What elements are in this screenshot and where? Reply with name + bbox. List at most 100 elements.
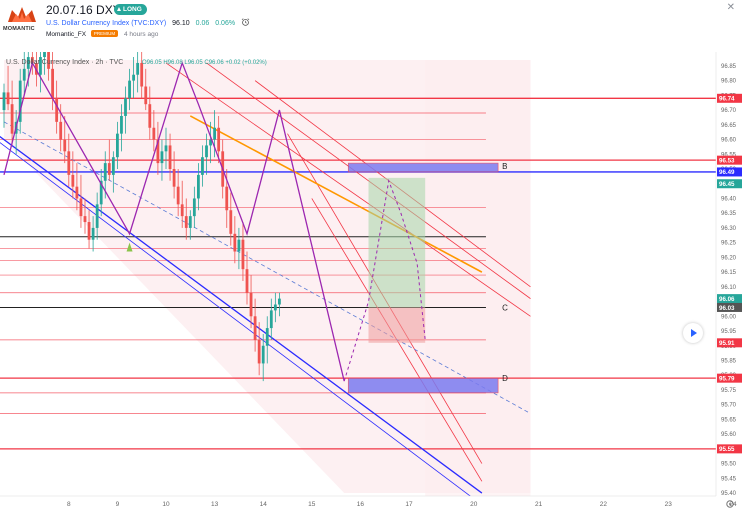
last-price: 96.10 xyxy=(172,20,190,27)
candle-body xyxy=(257,339,261,364)
y-tick-label: 96.10 xyxy=(721,285,737,291)
y-tick-label: 95.50 xyxy=(721,462,737,468)
candle-body xyxy=(120,115,123,134)
y-tick-label: 96.30 xyxy=(721,226,737,232)
author-name[interactable]: Momantic_FX xyxy=(46,31,87,38)
candle-body xyxy=(30,57,34,63)
candle-body xyxy=(87,222,91,240)
y-tick-label: 95.95 xyxy=(721,329,737,335)
y-tick-label: 96.85 xyxy=(721,64,737,70)
candle-body xyxy=(217,127,221,152)
y-tick-label: 95.85 xyxy=(721,358,737,364)
momantic-logo[interactable]: MOMANTIC xyxy=(2,4,42,32)
candles-layer xyxy=(2,36,281,382)
price-tag-label: 96.03 xyxy=(719,305,735,312)
wave-label: B xyxy=(502,162,507,171)
x-tick-label: 17 xyxy=(405,501,413,508)
candle-body xyxy=(229,210,233,234)
price-chart[interactable]: BCD 96.8596.8096.7596.7096.6596.6096.559… xyxy=(0,36,743,512)
candle-body xyxy=(67,151,71,175)
legend-ohlc: O96.05 H96.08 L96.05 C96.06 +0.02 (+0.02… xyxy=(142,60,267,66)
x-tick-label: 20 xyxy=(470,501,478,508)
legend-symbol: U.S. Dollar Currency Index · 2h · TVC xyxy=(6,59,123,66)
y-tick-label: 96.20 xyxy=(721,255,737,261)
symbol-link[interactable]: U.S. Dollar Currency Index (TVC:DXY) xyxy=(46,20,167,27)
candle-body xyxy=(269,310,273,329)
crown-icon xyxy=(8,7,36,22)
stop-zone xyxy=(368,307,426,343)
gear-icon[interactable] xyxy=(726,500,734,508)
candle-body xyxy=(136,62,140,75)
candle-body xyxy=(213,127,216,140)
price-tag-label: 95.79 xyxy=(719,375,735,382)
candle-body xyxy=(180,204,184,217)
price-tag xyxy=(717,179,742,189)
y-tick-label: 96.25 xyxy=(721,241,737,247)
price-change-percent: 0.06% xyxy=(215,20,236,27)
trend-line xyxy=(189,115,483,273)
price-tag xyxy=(717,294,742,304)
idea-title: 20.07.16 DXY xyxy=(46,3,121,17)
candle-body xyxy=(26,57,30,69)
candle-body xyxy=(111,157,115,175)
y-tick-label: 96.40 xyxy=(721,196,737,202)
candle-body xyxy=(128,80,131,99)
price-tag xyxy=(717,302,742,312)
publish-time: 4 hours ago xyxy=(123,31,159,38)
y-tick-label: 96.55 xyxy=(721,152,737,158)
x-tick-label: 21 xyxy=(535,501,543,508)
y-tick-label: 96.35 xyxy=(721,211,737,217)
candle-body xyxy=(160,151,164,164)
candle-body xyxy=(188,216,192,228)
price-tag xyxy=(717,167,742,177)
candle-body xyxy=(140,62,144,87)
x-tick-label: 15 xyxy=(308,501,316,508)
x-tick-label: 9 xyxy=(116,501,120,508)
wave-label: C xyxy=(502,303,508,312)
x-tick-label: 13 xyxy=(211,501,219,508)
candle-body xyxy=(197,174,200,199)
candle-body xyxy=(6,92,10,105)
candle-body xyxy=(71,174,75,187)
candle-body xyxy=(144,86,148,105)
candle-body xyxy=(55,98,59,122)
projection-path xyxy=(343,178,426,382)
close-icon[interactable]: ✕ xyxy=(726,2,735,13)
projection-region xyxy=(425,60,531,496)
wave-label: D xyxy=(502,374,508,383)
candle-body xyxy=(43,51,46,58)
candle-body xyxy=(10,104,14,134)
candle-body xyxy=(103,163,107,181)
candle-body xyxy=(63,139,67,152)
drawings-layer-over: B C D xyxy=(3,60,508,383)
x-tick-label: 10 xyxy=(162,501,170,508)
y-tick-label: 96.80 xyxy=(721,79,737,85)
candle-body xyxy=(79,198,83,217)
y-tick-label: 96.15 xyxy=(721,270,737,276)
chart-area[interactable]: BCD 96.8596.8096.7596.7096.6596.6096.559… xyxy=(0,36,743,512)
candle-body xyxy=(83,216,87,223)
candle-body xyxy=(225,186,229,211)
candle-body xyxy=(249,292,253,317)
candle-body xyxy=(237,239,241,252)
candle-body xyxy=(22,68,26,81)
play-replay-button[interactable] xyxy=(683,323,703,343)
supply-demand-zone xyxy=(347,377,499,394)
x-tick-label: 22 xyxy=(600,501,608,508)
candle-body xyxy=(278,298,281,305)
candle-body xyxy=(184,216,188,228)
price-tag xyxy=(717,93,742,103)
author-row: Momantic_FX PREMIUM 4 hours ago xyxy=(46,30,158,38)
logo-text: MOMANTIC xyxy=(3,26,35,32)
y-tick-label: 95.40 xyxy=(721,491,737,497)
x-tick-label: 23 xyxy=(665,501,673,508)
price-tag-label: 96.06 xyxy=(719,296,735,303)
alarm-clock-icon[interactable] xyxy=(241,18,250,26)
price-tag-label: 95.55 xyxy=(719,446,735,453)
candle-body xyxy=(241,239,245,270)
candle-body xyxy=(201,157,204,175)
candle-body xyxy=(209,139,212,146)
target-zone xyxy=(368,177,426,308)
candle-body xyxy=(233,233,237,252)
